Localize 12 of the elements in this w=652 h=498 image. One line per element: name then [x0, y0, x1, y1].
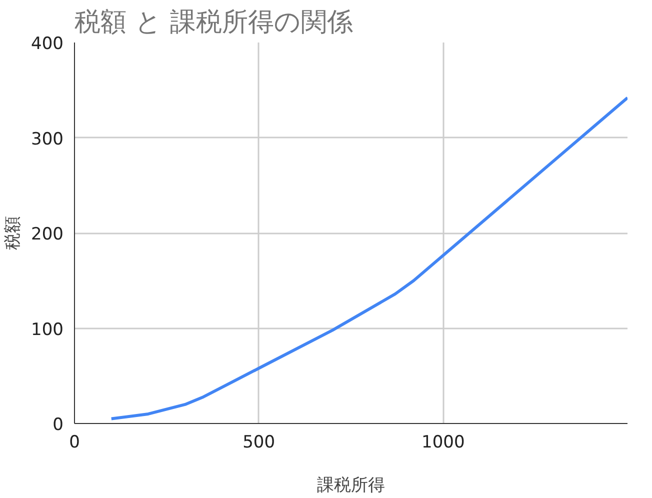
x-tick-label: 1000	[422, 432, 465, 452]
y-tick-label: 200	[31, 224, 64, 244]
x-axis-title: 課税所得	[317, 476, 385, 496]
y-tick-label: 400	[31, 34, 64, 54]
y-tick-label: 300	[31, 129, 64, 150]
line-series	[110, 96, 628, 420]
chart-title: 税額 と 課税所得の関係	[74, 8, 354, 38]
y-axis-title: 税額	[3, 216, 24, 250]
x-tick-label: 500	[242, 432, 276, 452]
y-tick-label: 0	[52, 415, 64, 435]
x-tick-label: 0	[69, 432, 80, 452]
y-tick-label: 100	[31, 320, 64, 340]
